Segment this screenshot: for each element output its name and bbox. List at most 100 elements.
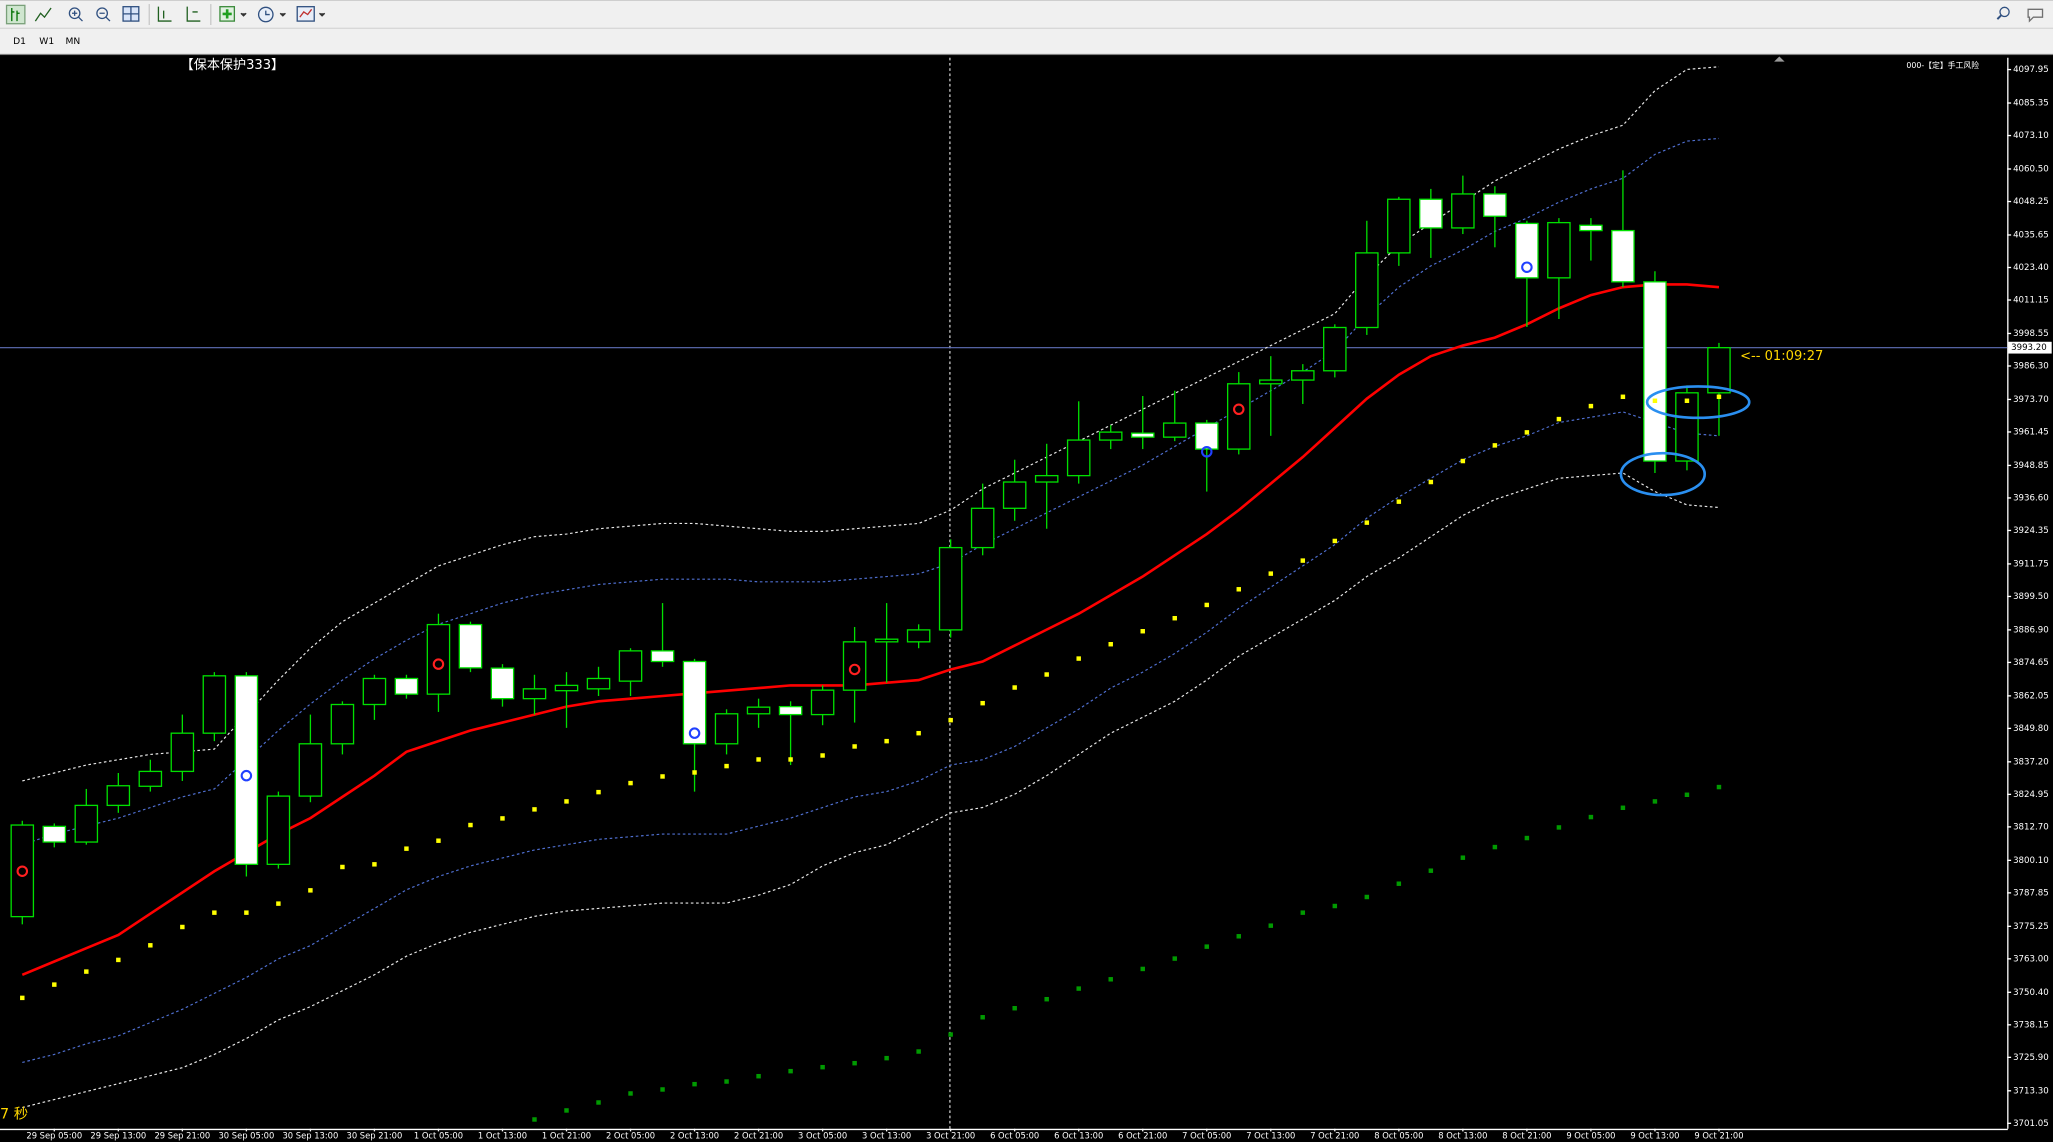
signal-marker bbox=[688, 727, 701, 739]
candle-body bbox=[394, 677, 419, 695]
y-tick-label: 3824.95 bbox=[2013, 790, 2049, 800]
indicator-dot bbox=[884, 738, 889, 744]
indicator-dot bbox=[724, 1079, 729, 1084]
y-tick-label: 3961.45 bbox=[2013, 427, 2049, 437]
signal-marker bbox=[16, 865, 29, 877]
indicator-dot bbox=[532, 807, 537, 812]
indicator-dot bbox=[820, 1064, 825, 1070]
indicator-dot bbox=[1332, 903, 1338, 909]
x-tick-label: 6 Oct 21:00 bbox=[1118, 1130, 1167, 1140]
indicator-dot bbox=[1620, 805, 1626, 811]
indicator-dot bbox=[756, 757, 761, 762]
candle-body bbox=[490, 667, 515, 700]
indicator-dot bbox=[1716, 784, 1722, 790]
templates-button[interactable] bbox=[296, 6, 326, 22]
y-tick-label: 3948.85 bbox=[2013, 461, 2049, 471]
indicator-dot bbox=[1236, 587, 1241, 592]
scroll-button[interactable] bbox=[157, 6, 172, 22]
indicator-dot bbox=[1492, 443, 1498, 448]
y-tick-label: 3936.60 bbox=[2013, 493, 2049, 503]
bar-chart-button[interactable] bbox=[5, 4, 26, 25]
zoom-out-button[interactable] bbox=[96, 7, 111, 22]
x-tick-label: 7 Oct 13:00 bbox=[1246, 1130, 1295, 1140]
indicator-dot bbox=[788, 1068, 793, 1074]
indicator-dot bbox=[52, 982, 57, 987]
signal-marker bbox=[1521, 261, 1533, 273]
signal-marker bbox=[1200, 445, 1213, 458]
x-tick-label: 6 Oct 05:00 bbox=[990, 1130, 1039, 1140]
indicator-dot bbox=[532, 1117, 537, 1122]
x-tick-label: 2 Oct 21:00 bbox=[734, 1130, 783, 1140]
indicator-dot bbox=[1044, 996, 1049, 1002]
indicator-dot bbox=[980, 700, 985, 706]
candle-body bbox=[938, 546, 963, 631]
indicator-dot bbox=[1396, 499, 1402, 504]
y-tick-label: 3738.15 bbox=[2013, 1020, 2049, 1030]
candle-body bbox=[746, 706, 771, 715]
y-tick-label: 4097.95 bbox=[2013, 65, 2049, 75]
x-tick-label: 8 Oct 21:00 bbox=[1502, 1130, 1551, 1140]
signal-marker bbox=[432, 658, 445, 670]
candle-body bbox=[1419, 198, 1443, 229]
candle-body bbox=[970, 507, 995, 549]
candle-body bbox=[554, 684, 579, 692]
indicator-dot bbox=[916, 1049, 921, 1054]
indicator-dot bbox=[980, 1015, 985, 1020]
indicator-dot bbox=[1556, 416, 1562, 422]
x-tick-label: 1 Oct 05:00 bbox=[414, 1130, 463, 1140]
signal-marker bbox=[240, 769, 253, 782]
candle-body bbox=[618, 650, 643, 682]
periods-button[interactable] bbox=[257, 6, 286, 23]
zoom-in-button[interactable] bbox=[68, 7, 83, 22]
candle-body bbox=[1194, 422, 1219, 450]
line-chart-button[interactable] bbox=[34, 7, 52, 22]
candle-body bbox=[1387, 198, 1411, 254]
timeframe-button[interactable]: D1 bbox=[13, 36, 26, 47]
chat-button[interactable] bbox=[2027, 8, 2044, 23]
y-tick-label: 3973.70 bbox=[2013, 395, 2049, 405]
y-tick-label: 4011.15 bbox=[2013, 296, 2049, 306]
y-tick-label: 3886.90 bbox=[2013, 625, 2049, 635]
indicator-dot bbox=[1652, 799, 1658, 804]
indicator-dot bbox=[1012, 1006, 1017, 1011]
x-tick-label: 1 Oct 13:00 bbox=[478, 1130, 527, 1140]
y-tick-label: 3725.90 bbox=[2013, 1053, 2049, 1063]
candle-body bbox=[842, 641, 867, 691]
indicator-dot bbox=[948, 717, 953, 723]
indicator-dot bbox=[244, 910, 249, 915]
moving-average-line bbox=[21, 283, 1720, 976]
candle-body bbox=[74, 804, 99, 843]
candle-body bbox=[1643, 281, 1667, 462]
indicator-dot bbox=[276, 901, 281, 906]
indicator-dot bbox=[724, 763, 729, 769]
y-tick-label: 3849.80 bbox=[2013, 724, 2049, 734]
candle-body bbox=[42, 825, 67, 843]
x-tick-label: 29 Sep 05:00 bbox=[26, 1130, 82, 1140]
timeframe-button[interactable]: MN bbox=[65, 36, 80, 47]
y-tick-label: 3763.00 bbox=[2013, 954, 2049, 964]
indicator-dot bbox=[500, 816, 505, 821]
timeframe-button[interactable]: W1 bbox=[39, 36, 54, 47]
x-tick-label: 29 Sep 21:00 bbox=[154, 1130, 210, 1140]
indicator-dot bbox=[1108, 642, 1113, 647]
search-button[interactable] bbox=[1996, 6, 2010, 20]
x-tick-label: 6 Oct 13:00 bbox=[1054, 1130, 1103, 1140]
indicator-dot bbox=[1236, 934, 1241, 939]
indicator-dot bbox=[1588, 403, 1594, 409]
x-tick-label: 3 Oct 13:00 bbox=[862, 1130, 911, 1140]
x-tick-label: 7 Oct 05:00 bbox=[1182, 1130, 1231, 1140]
toolbar-icons bbox=[5, 4, 2044, 26]
y-tick-label: 4035.65 bbox=[2013, 230, 2049, 240]
candle-body bbox=[106, 785, 131, 807]
indicator-dot bbox=[628, 1091, 633, 1096]
candle-body bbox=[1547, 221, 1571, 279]
x-tick-label: 7 Oct 21:00 bbox=[1310, 1130, 1359, 1140]
y-tick-label: 3899.50 bbox=[2013, 592, 2049, 602]
shift-button[interactable] bbox=[186, 6, 201, 22]
tile-button[interactable] bbox=[122, 6, 140, 22]
band-line bbox=[22, 472, 1720, 1109]
indicator-dot bbox=[564, 1108, 569, 1113]
plot bbox=[0, 66, 2008, 1122]
indicators-button[interactable] bbox=[219, 6, 247, 22]
candle-body bbox=[778, 705, 803, 716]
